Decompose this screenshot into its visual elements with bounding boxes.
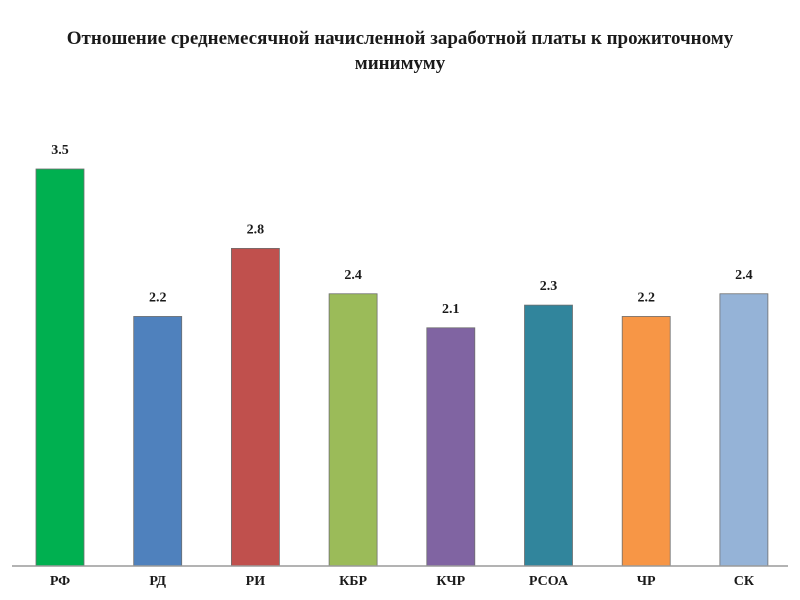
category-label-1: РД (149, 574, 166, 589)
value-label-6: 2.2 (637, 290, 655, 305)
bar-1 (133, 316, 183, 567)
value-label-4: 2.1 (442, 302, 460, 317)
value-label-5: 2.3 (540, 279, 558, 294)
category-label-3: КБР (339, 574, 367, 589)
bar-2 (230, 247, 280, 567)
category-labels-group: РФ РД РИ КБР КЧР РСОА ЧР СК (50, 574, 755, 589)
category-label-6: ЧР (637, 574, 656, 589)
bars-group (35, 168, 769, 567)
bar-0 (35, 168, 85, 567)
value-label-1: 2.2 (149, 290, 167, 305)
category-label-4: КЧР (436, 574, 465, 589)
value-labels-group: 3.5 2.2 2.8 2.4 2.1 2.3 2.2 2.4 (51, 143, 752, 317)
category-label-0: РФ (50, 574, 70, 589)
category-label-2: РИ (246, 574, 266, 589)
bar-6 (621, 316, 671, 567)
category-label-5: РСОА (529, 574, 569, 589)
category-label-7: СК (734, 574, 755, 589)
bar-7 (719, 293, 769, 567)
bar-3 (328, 293, 378, 567)
value-label-0: 3.5 (51, 143, 69, 158)
value-label-7: 2.4 (735, 268, 753, 283)
bar-5 (524, 304, 573, 567)
value-label-3: 2.4 (344, 268, 362, 283)
chart-title: Отношение среднемесячной начисленной зар… (66, 28, 734, 74)
bar-4 (426, 327, 476, 567)
value-label-2: 2.8 (247, 222, 265, 237)
